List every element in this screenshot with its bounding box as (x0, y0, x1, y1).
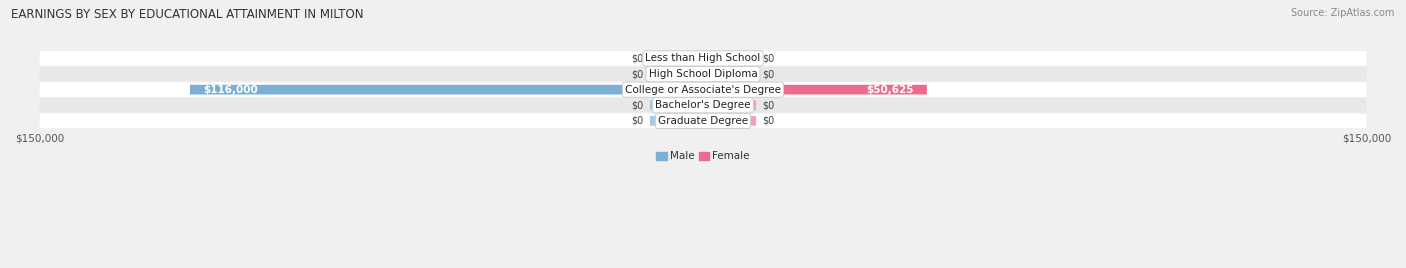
FancyBboxPatch shape (39, 67, 1367, 81)
FancyBboxPatch shape (650, 100, 703, 110)
FancyBboxPatch shape (39, 114, 1367, 128)
Text: Source: ZipAtlas.com: Source: ZipAtlas.com (1291, 8, 1395, 18)
FancyBboxPatch shape (650, 54, 703, 63)
Text: $0: $0 (631, 69, 644, 79)
Text: $116,000: $116,000 (204, 85, 259, 95)
FancyBboxPatch shape (39, 82, 1367, 97)
Text: Less than High School: Less than High School (645, 53, 761, 64)
Text: EARNINGS BY SEX BY EDUCATIONAL ATTAINMENT IN MILTON: EARNINGS BY SEX BY EDUCATIONAL ATTAINMEN… (11, 8, 364, 21)
FancyBboxPatch shape (703, 116, 756, 126)
Legend: Male, Female: Male, Female (652, 147, 754, 166)
Text: $0: $0 (631, 116, 644, 126)
FancyBboxPatch shape (703, 100, 756, 110)
Text: $0: $0 (762, 116, 775, 126)
FancyBboxPatch shape (703, 85, 927, 95)
FancyBboxPatch shape (190, 85, 703, 95)
Text: $0: $0 (631, 100, 644, 110)
Text: College or Associate's Degree: College or Associate's Degree (626, 85, 780, 95)
Text: Bachelor's Degree: Bachelor's Degree (655, 100, 751, 110)
Text: High School Diploma: High School Diploma (648, 69, 758, 79)
FancyBboxPatch shape (39, 98, 1367, 113)
Text: $0: $0 (631, 53, 644, 64)
FancyBboxPatch shape (650, 69, 703, 79)
FancyBboxPatch shape (703, 69, 756, 79)
FancyBboxPatch shape (650, 116, 703, 126)
Text: Graduate Degree: Graduate Degree (658, 116, 748, 126)
Text: $0: $0 (762, 69, 775, 79)
Text: $0: $0 (762, 100, 775, 110)
Text: $0: $0 (762, 53, 775, 64)
FancyBboxPatch shape (39, 51, 1367, 66)
Text: $50,625: $50,625 (866, 85, 914, 95)
FancyBboxPatch shape (703, 54, 756, 63)
